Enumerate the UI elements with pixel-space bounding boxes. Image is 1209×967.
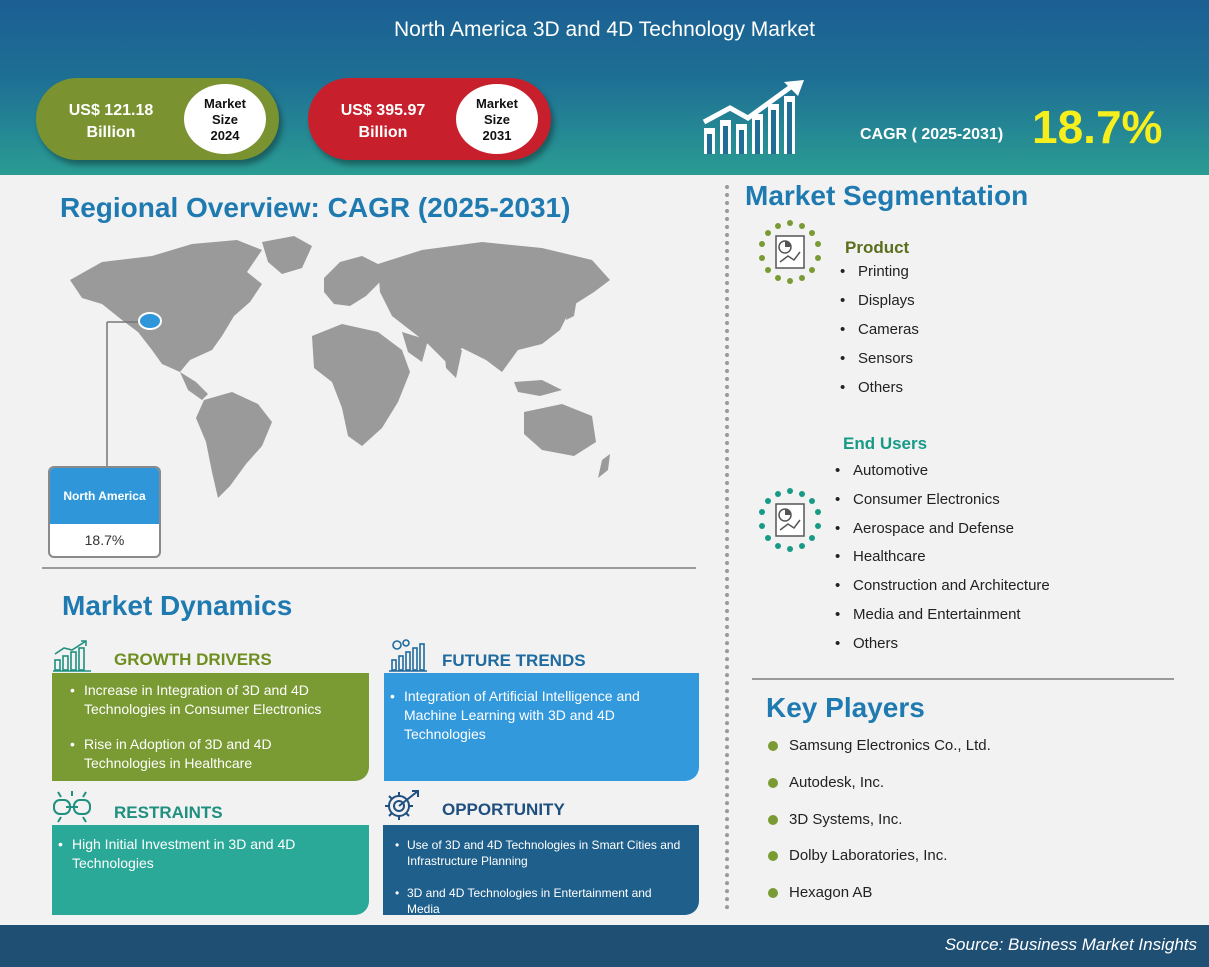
cagr-label: CAGR ( 2025-2031) xyxy=(860,126,1004,143)
badge-line1: Market xyxy=(476,96,518,111)
market-segmentation-title: Market Segmentation xyxy=(745,180,1029,211)
future-trends-box: Integration of Artificial Intelligence a… xyxy=(384,673,699,781)
divider xyxy=(752,678,1174,680)
page-title: North America 3D and 4D Technology Marke… xyxy=(394,18,815,41)
cagr-value: 18.7% xyxy=(1032,101,1163,153)
list-item: Integration of Artificial Intelligence a… xyxy=(388,687,685,744)
market-size-2024-badge: Market Size 2024 xyxy=(184,84,266,154)
list-item: Automotive xyxy=(835,462,1050,491)
restraints-heading: RESTRAINTS xyxy=(114,803,223,822)
region-name: North America xyxy=(50,468,159,524)
list-item: Hexagon AB xyxy=(768,884,991,921)
market-size-2024-pill: US$ 121.18 Billion Market Size 2024 xyxy=(36,78,279,160)
market-size-2031-amount: US$ 395.97 xyxy=(340,102,426,119)
list-item: High Initial Investment in 3D and 4D Tec… xyxy=(56,835,355,873)
list-item: Others xyxy=(835,635,1050,664)
end-users-list: Automotive Consumer Electronics Aerospac… xyxy=(835,462,1050,664)
future-trends-heading: FUTURE TRENDS xyxy=(442,651,586,670)
broken-chain-icon xyxy=(53,791,91,823)
list-item: Sensors xyxy=(840,350,919,379)
product-heading: Product xyxy=(845,238,910,257)
list-item: Increase in Integration of 3D and 4D Tec… xyxy=(68,681,355,719)
list-item: 3D Systems, Inc. xyxy=(768,811,991,848)
growth-chart-icon xyxy=(702,80,804,154)
growth-drivers-box: Increase in Integration of 3D and 4D Tec… xyxy=(52,673,369,781)
list-item: Aerospace and Defense xyxy=(835,520,1050,549)
badge-year: 2024 xyxy=(210,128,240,143)
bar-chart-icon xyxy=(53,640,91,672)
list-item: Dolby Laboratories, Inc. xyxy=(768,847,991,884)
list-item: Rise in Adoption of 3D and 4D Technologi… xyxy=(68,735,355,773)
gear-target-icon xyxy=(385,790,419,820)
market-size-2024-unit: Billion xyxy=(86,124,136,141)
badge-line2: Size xyxy=(211,112,238,127)
key-players-list: Samsung Electronics Co., Ltd. Autodesk, … xyxy=(768,737,991,921)
footer-bar xyxy=(0,925,1209,967)
region-cagr-value: 18.7% xyxy=(84,532,125,548)
opportunity-box: Use of 3D and 4D Technologies in Smart C… xyxy=(383,825,699,917)
pie-chart-document-icon xyxy=(759,220,821,284)
list-item: Healthcare xyxy=(835,548,1050,577)
list-item: Cameras xyxy=(840,321,919,350)
vertical-divider xyxy=(725,185,729,910)
key-players-title: Key Players xyxy=(766,692,925,723)
divider xyxy=(42,567,696,569)
badge-line1: Market xyxy=(204,96,246,111)
restraints-box: High Initial Investment in 3D and 4D Tec… xyxy=(52,825,369,915)
list-item: Displays xyxy=(840,292,919,321)
market-size-2024-amount: US$ 121.18 xyxy=(68,102,154,119)
end-users-heading: End Users xyxy=(843,434,928,453)
list-item: Construction and Architecture xyxy=(835,577,1050,606)
badge-line2: Size xyxy=(483,112,510,127)
list-item: Printing xyxy=(840,263,919,292)
list-item: Consumer Electronics xyxy=(835,491,1050,520)
source-credit: Source: Business Market Insights xyxy=(944,935,1197,954)
regional-overview-title: Regional Overview: CAGR (2025-2031) xyxy=(60,192,571,223)
list-item: Others xyxy=(840,379,919,408)
product-list: Printing Displays Cameras Sensors Others xyxy=(840,263,919,408)
market-size-2031-pill: US$ 395.97 Billion Market Size 2031 xyxy=(308,78,551,160)
list-item: Use of 3D and 4D Technologies in Smart C… xyxy=(393,837,687,869)
trend-chart-icon xyxy=(389,639,427,672)
market-size-2031-badge: Market Size 2031 xyxy=(456,84,538,154)
market-dynamics-title: Market Dynamics xyxy=(62,590,293,621)
map-pin-icon xyxy=(138,312,162,330)
list-item: 3D and 4D Technologies in Entertainment … xyxy=(393,885,687,917)
opportunity-heading: OPPORTUNITY xyxy=(442,800,565,819)
region-card: North America 18.7% xyxy=(48,466,161,558)
growth-drivers-heading: GROWTH DRIVERS xyxy=(114,650,272,669)
list-item: Samsung Electronics Co., Ltd. xyxy=(768,737,991,774)
badge-year: 2031 xyxy=(482,128,512,143)
list-item: Autodesk, Inc. xyxy=(768,774,991,811)
list-item: Media and Entertainment xyxy=(835,606,1050,635)
pie-chart-document-icon xyxy=(759,488,821,552)
market-size-2031-unit: Billion xyxy=(358,124,408,141)
world-map xyxy=(70,236,610,498)
